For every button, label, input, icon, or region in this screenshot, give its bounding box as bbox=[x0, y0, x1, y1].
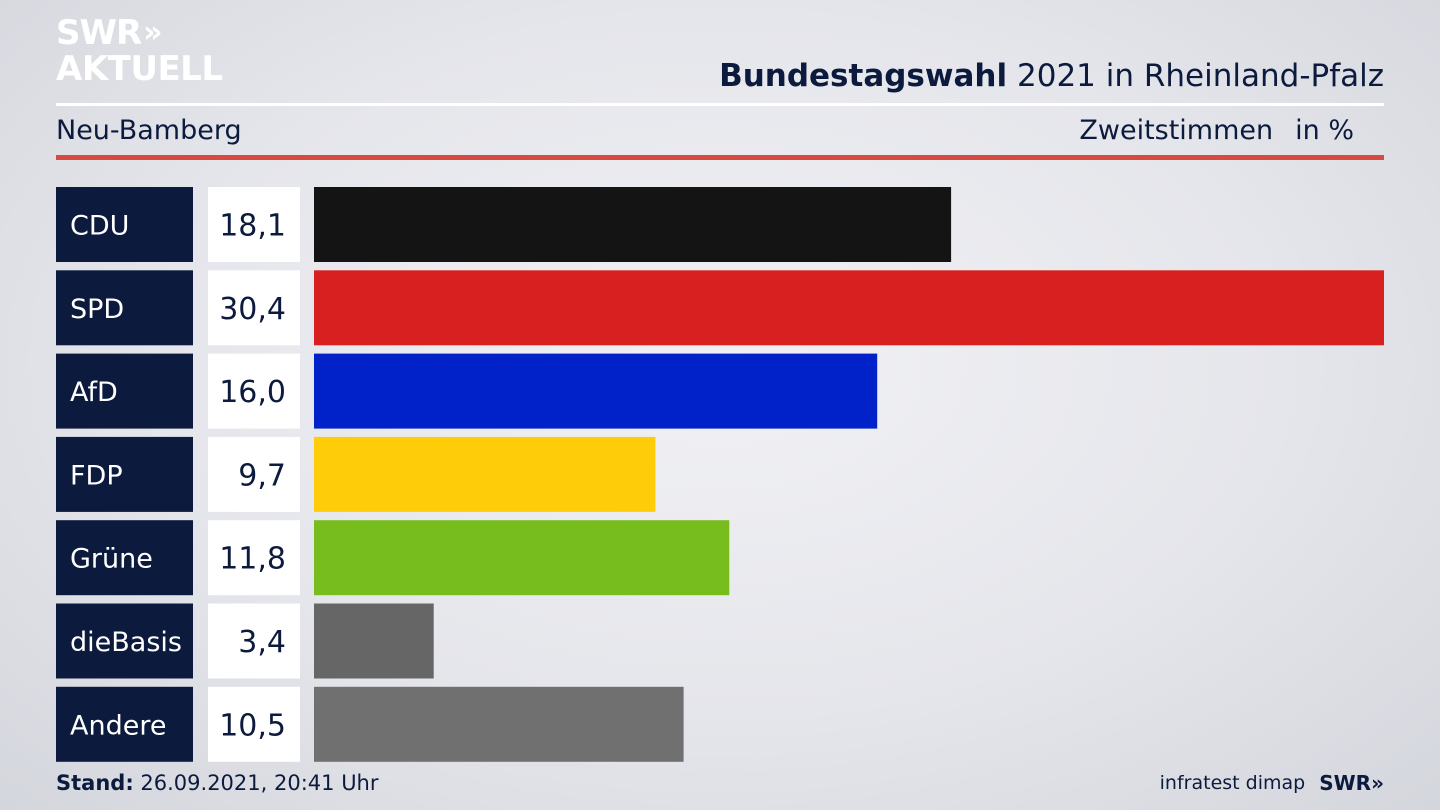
value-label-andere: 10,5 bbox=[219, 708, 286, 743]
value-box-andere bbox=[208, 686, 300, 762]
bar-spd bbox=[314, 270, 1384, 346]
region-name: Neu-Bamberg bbox=[56, 115, 242, 146]
timestamp: Stand: 26.09.2021, 20:41 Uhr bbox=[56, 771, 379, 795]
logo-swr: SWR» bbox=[56, 16, 223, 50]
party-label-cdu: CDU bbox=[70, 211, 129, 242]
value-box-diebasis bbox=[208, 603, 300, 679]
value-box-cdu bbox=[208, 187, 300, 262]
party-label-box-cdu bbox=[56, 187, 193, 262]
value-box-gr-ne bbox=[208, 520, 300, 596]
source-name: infratest dimap bbox=[1159, 772, 1306, 794]
bar-diebasis bbox=[314, 603, 434, 679]
header-divider bbox=[56, 103, 1384, 106]
footer-swr-text: SWR bbox=[1319, 771, 1372, 795]
measure-unit: in % bbox=[1295, 115, 1354, 146]
measure-type: Zweitstimmen bbox=[1079, 115, 1274, 146]
source-credit: infratest dimap SWR» bbox=[1160, 771, 1384, 795]
party-label-box-fdp bbox=[56, 436, 193, 512]
value-label-spd: 30,4 bbox=[219, 292, 286, 327]
logo-aktuell: AKTUELL bbox=[56, 49, 223, 89]
value-box-spd bbox=[208, 270, 300, 346]
chart-title-bold: Bundestagswahl bbox=[719, 58, 1008, 94]
party-label-box-gr-ne bbox=[56, 520, 193, 596]
chart-title-rest: 2021 in Rheinland-Pfalz bbox=[1017, 58, 1384, 94]
footer-arrows-icon: » bbox=[1371, 771, 1384, 795]
party-label-box-afd bbox=[56, 353, 193, 429]
party-label-box-diebasis bbox=[56, 603, 193, 679]
value-label-cdu: 18,1 bbox=[219, 209, 286, 244]
timestamp-label: Stand: bbox=[56, 771, 134, 795]
party-label-box-andere bbox=[56, 686, 193, 762]
swr-aktuell-logo: SWR» AKTUELL bbox=[56, 16, 223, 86]
timestamp-value: 26.09.2021, 20:41 Uhr bbox=[140, 771, 379, 795]
value-label-diebasis: 3,4 bbox=[238, 625, 286, 660]
measure-label: Zweitstimmen in % bbox=[1079, 115, 1354, 146]
bar-fdp bbox=[314, 436, 656, 512]
party-label-diebasis: dieBasis bbox=[70, 627, 182, 658]
value-box-afd bbox=[208, 353, 300, 429]
value-label-afd: 16,0 bbox=[219, 375, 286, 410]
bar-cdu bbox=[314, 187, 952, 262]
logo-swr-text: SWR bbox=[56, 13, 142, 53]
party-label-box-spd bbox=[56, 270, 193, 346]
value-box-fdp bbox=[208, 436, 300, 512]
header-accent-rule bbox=[56, 155, 1384, 160]
chart-title: Bundestagswahl 2021 in Rheinland-Pfalz bbox=[719, 58, 1384, 94]
party-label-afd: AfD bbox=[70, 377, 118, 408]
bar-gr-ne bbox=[314, 520, 730, 596]
bar-afd bbox=[314, 353, 878, 429]
party-label-gr-ne: Grüne bbox=[70, 544, 153, 575]
party-label-andere: Andere bbox=[70, 710, 166, 741]
value-label-fdp: 9,7 bbox=[238, 458, 286, 493]
footer-swr-logo: SWR» bbox=[1319, 771, 1384, 795]
value-label-gr-ne: 11,8 bbox=[219, 542, 286, 577]
party-label-spd: SPD bbox=[70, 294, 124, 325]
bar-andere bbox=[314, 686, 684, 762]
party-label-fdp: FDP bbox=[70, 460, 123, 491]
